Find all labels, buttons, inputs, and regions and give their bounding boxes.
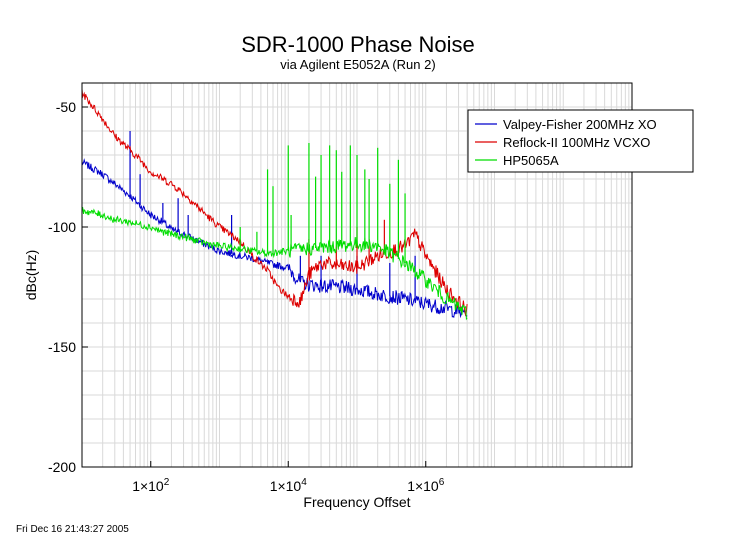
plot-frame: [81, 82, 633, 468]
y-tick-label: -150: [48, 339, 76, 355]
x-axis-label: Frequency Offset: [303, 494, 410, 510]
series-line-2: [82, 206, 468, 321]
series-layer: [82, 88, 468, 321]
x-axis-ticks: 1×102 1×104 1×106: [132, 461, 445, 494]
legend-label: HP5065A: [503, 153, 559, 168]
series-line-1: [82, 88, 468, 317]
legend: Valpey-Fisher 200MHz XO Reflock-II 100MHz…: [467, 109, 694, 173]
legend-label: Reflock-II 100MHz VCXO: [503, 135, 650, 150]
y-tick-label: -50: [56, 99, 76, 115]
chart-title: SDR-1000 Phase Noise: [241, 32, 475, 57]
y-axis-ticks: -50 -100 -150 -200: [48, 99, 88, 475]
y-tick-label: -100: [48, 219, 76, 235]
legend-box: [467, 109, 694, 173]
y-tick-label: -200: [48, 459, 76, 475]
timestamp-footer: Fri Dec 16 21:43:27 2005: [16, 524, 129, 535]
y-axis-label: dBc(Hz): [23, 250, 39, 301]
chart-subtitle: via Agilent E5052A (Run 2): [280, 57, 435, 72]
x-tick-label: 1×104: [270, 477, 308, 494]
x-tick-label: 1×106: [407, 477, 445, 494]
legend-label: Valpey-Fisher 200MHz XO: [503, 117, 657, 132]
x-tick-label: 1×102: [132, 477, 170, 494]
series-line-0: [82, 158, 468, 319]
